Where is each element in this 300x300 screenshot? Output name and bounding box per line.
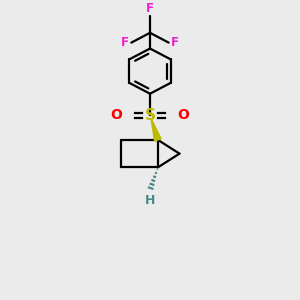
Text: F: F	[122, 36, 129, 49]
Text: F: F	[171, 36, 178, 49]
Text: F: F	[146, 2, 154, 15]
Text: O: O	[178, 108, 189, 122]
Text: O: O	[111, 108, 122, 122]
Polygon shape	[151, 118, 161, 141]
Text: H: H	[145, 194, 155, 207]
Text: S: S	[145, 108, 155, 123]
